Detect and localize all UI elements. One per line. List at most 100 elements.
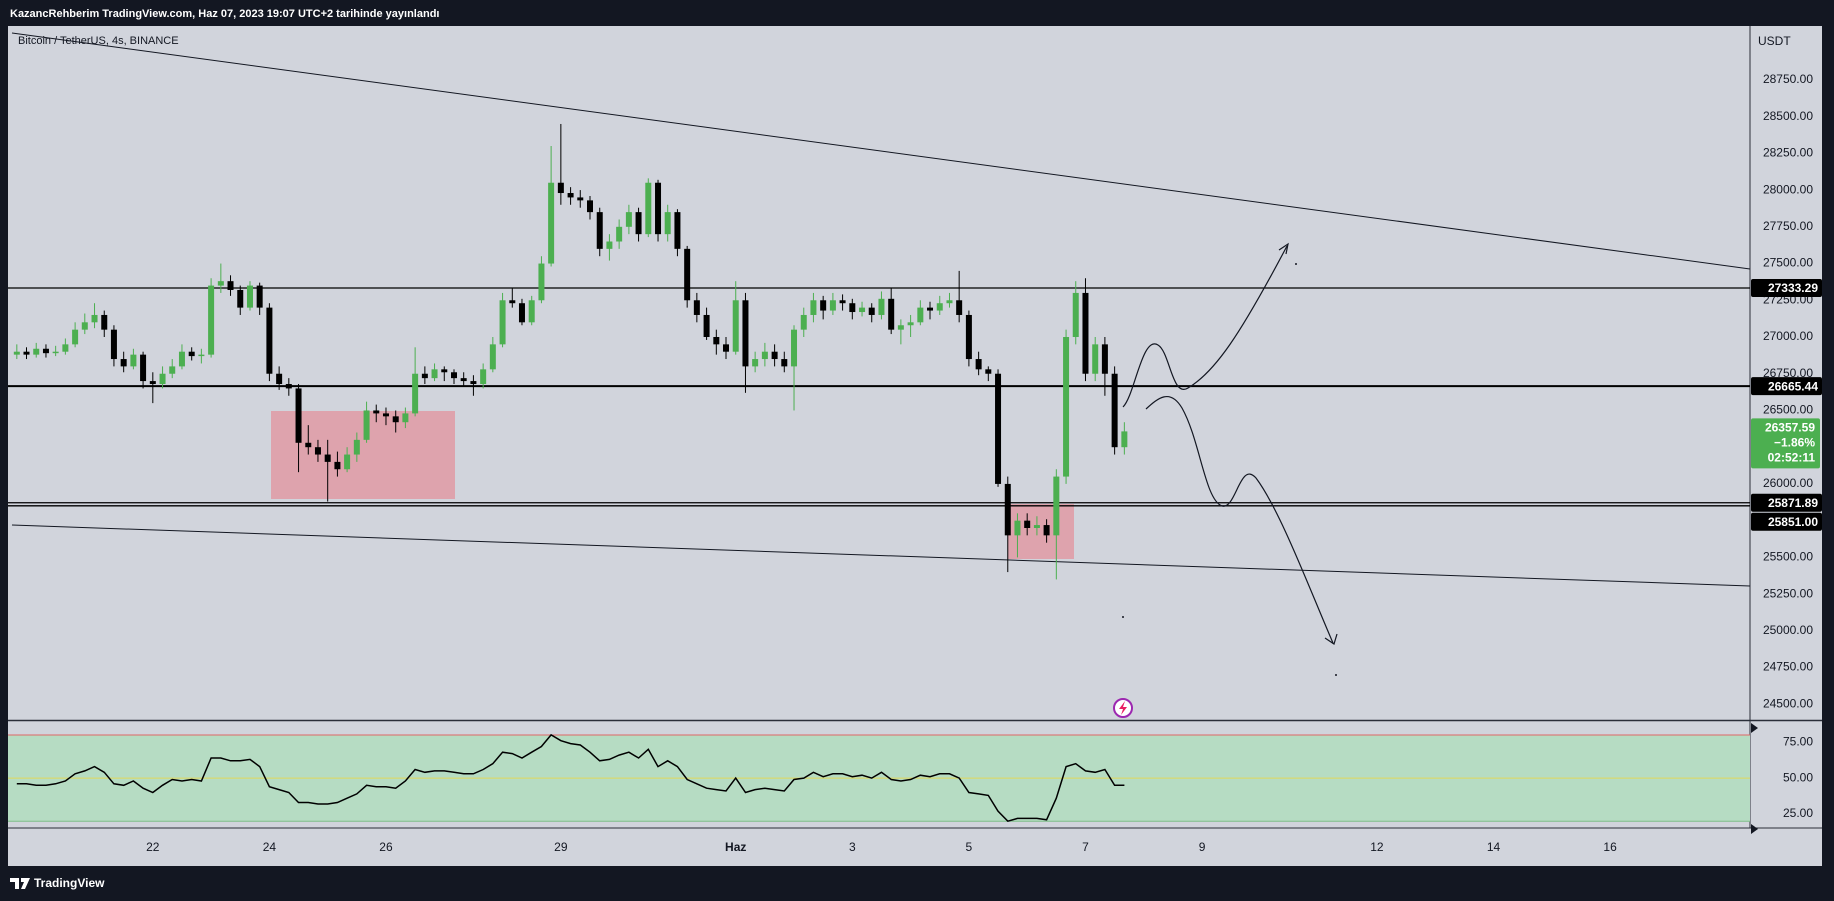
candle-body (557, 182, 564, 194)
x-tick-label: 24 (263, 840, 277, 854)
candle-body (703, 314, 710, 338)
price-tag-box (1751, 493, 1822, 512)
candle-body (1101, 344, 1108, 374)
candle-body (81, 322, 88, 330)
price-change: −1.86% (1774, 436, 1815, 450)
y-tick-label: 26750.00 (1763, 366, 1813, 380)
candle-body (577, 197, 584, 201)
rsi-pane: 75.00 50.00 25.00 (8, 733, 1813, 823)
brand-logo (10, 878, 30, 889)
brand-name[interactable]: TradingView (34, 876, 105, 890)
candle-body (1072, 292, 1079, 338)
candle-body (1053, 476, 1060, 536)
y-tick-label: 24500.00 (1763, 696, 1813, 710)
candle-body (178, 351, 185, 367)
candle-body (72, 329, 79, 345)
forecast-path (1122, 245, 1288, 408)
candle-body (188, 351, 195, 357)
trend-line (11, 524, 1751, 587)
candle-body (878, 298, 885, 315)
y-tick-label: 26500.00 (1763, 403, 1813, 417)
price-tag: 27333.29 (1768, 281, 1818, 295)
arrow-head (1278, 242, 1289, 255)
candle-body (509, 300, 516, 304)
x-tick-label: 22 (146, 840, 160, 854)
candle-body (140, 354, 147, 382)
candle-body (645, 182, 652, 235)
candle-body (868, 307, 875, 315)
candle-body (470, 381, 477, 385)
candle-body (518, 303, 525, 323)
x-tick-label: 14 (1487, 840, 1501, 854)
rsi-line (16, 733, 1125, 823)
candle-body (42, 348, 49, 354)
publish-header: KazancRehberim TradingView.com, Haz 07, … (10, 8, 439, 20)
candle-body (635, 212, 642, 235)
candle-body (110, 329, 117, 360)
x-tick-label: 12 (1370, 840, 1384, 854)
candle-body (130, 354, 137, 367)
candle-body (1082, 292, 1089, 374)
candle-body (1033, 525, 1040, 529)
candle-body (791, 329, 798, 367)
candle-body (820, 300, 827, 311)
candle-body (208, 285, 215, 355)
candle-body (1092, 344, 1099, 374)
candle-body (23, 351, 30, 355)
candle-body (52, 351, 59, 354)
y-tick-label: 28250.00 (1763, 146, 1813, 160)
candle-body (120, 359, 127, 367)
candle-body (995, 373, 1002, 484)
candle-body (965, 314, 972, 360)
candle-body (936, 303, 943, 311)
dot (1295, 263, 1297, 265)
axes: 24500.0024750.0025000.0025250.0025500.00… (146, 72, 1813, 854)
price-tag-box (1751, 377, 1822, 396)
pane-marker (1751, 723, 1758, 733)
candle-body (227, 281, 234, 290)
y-tick-label: 25000.00 (1763, 623, 1813, 637)
arrow-head (1324, 633, 1338, 645)
candle-body (295, 388, 302, 443)
candle-body (480, 369, 487, 385)
candle-body (839, 300, 846, 304)
candle-body (771, 351, 778, 360)
x-tick-label: 9 (1199, 840, 1206, 854)
last-price: 26357.59 (1765, 421, 1815, 435)
candle-body (664, 212, 671, 235)
candle-body (907, 322, 914, 326)
event-icon-bolt (1119, 701, 1127, 715)
candle-body (1004, 483, 1011, 536)
y-tick-label: 27000.00 (1763, 329, 1813, 343)
demand-zone (271, 411, 455, 499)
candle-body (956, 300, 963, 315)
candle-body (616, 226, 623, 242)
candle-body (567, 193, 574, 198)
forecast-path (1145, 396, 1334, 644)
candle-body (859, 307, 866, 313)
candle-body (1063, 337, 1070, 477)
y-tick-label: 24750.00 (1763, 660, 1813, 674)
candle-body (1121, 431, 1128, 448)
candle-body (217, 281, 224, 286)
candle-body (13, 351, 20, 355)
candle-body (538, 263, 545, 301)
rsi-tick-label: 75.00 (1783, 734, 1813, 748)
y-tick-label: 26000.00 (1763, 476, 1813, 490)
candle-body (975, 359, 982, 370)
dot (1335, 674, 1337, 676)
candle-body (655, 182, 662, 235)
candle-body (722, 344, 729, 352)
candle-body (91, 314, 98, 323)
candle-body (460, 378, 467, 382)
y-tick-label: 27750.00 (1763, 219, 1813, 233)
candle-body (149, 381, 156, 385)
symbol-legend: Bitcoin / TetherUS, 4s, BINANCE (18, 35, 179, 47)
candle-body (917, 307, 924, 323)
candle-body (285, 384, 292, 389)
candle-body (888, 298, 895, 330)
price-tag-box (1751, 279, 1822, 298)
candle-body (256, 285, 263, 308)
